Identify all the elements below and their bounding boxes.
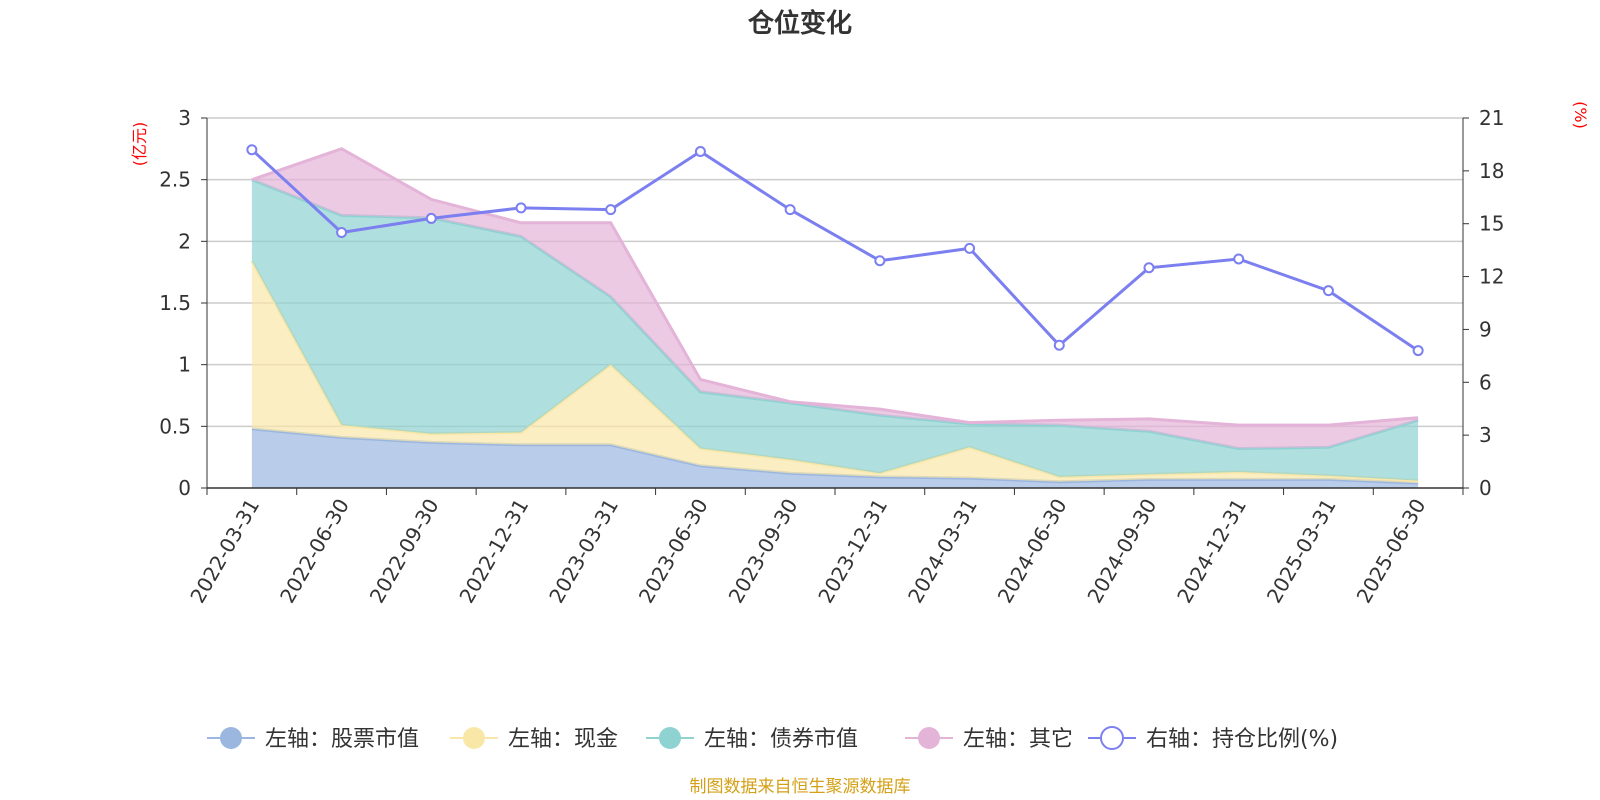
data-source-note: 制图数据来自恒生聚源数据库 bbox=[690, 777, 911, 797]
legend-marker bbox=[659, 727, 681, 749]
area-左轴：股票市值 bbox=[251, 428, 1419, 488]
area-左轴：债券市值 bbox=[251, 179, 1419, 481]
right-axis-tick-label: 21 bbox=[1479, 106, 1504, 130]
x-axis-tick-label: 2022-12-31 bbox=[454, 495, 533, 608]
left-axis-tick-label: 0 bbox=[178, 476, 191, 500]
right-axis-tick-label: 0 bbox=[1479, 476, 1492, 500]
holding-ratio-line bbox=[250, 148, 1419, 352]
holding-ratio-point bbox=[784, 204, 796, 216]
legend-marker bbox=[918, 727, 940, 749]
right-axis-tick-label: 12 bbox=[1479, 265, 1504, 289]
legend-marker bbox=[1100, 726, 1124, 750]
line-series bbox=[246, 144, 1424, 357]
holding-ratio-point bbox=[336, 227, 348, 239]
left-axis-tick-label: 3 bbox=[178, 106, 191, 130]
legend: 左轴：股票市值 左轴：现金 左轴：债券市值 左轴：其它 右轴：持仓比例(%) bbox=[207, 726, 1338, 752]
area-series bbox=[250, 147, 1419, 488]
x-axis-tick-label: 2024-12-31 bbox=[1172, 495, 1251, 608]
legend-label: 左轴：其它 bbox=[963, 727, 1073, 752]
holding-ratio-point bbox=[1412, 345, 1424, 357]
x-axis-tick-label: 2023-12-31 bbox=[813, 495, 892, 608]
holding-ratio-point bbox=[246, 144, 258, 156]
legend-label: 右轴：持仓比例(%) bbox=[1146, 727, 1338, 752]
left-axis-tick-label: 2 bbox=[178, 229, 191, 253]
left-axis-tick-label: 1.5 bbox=[159, 291, 191, 315]
x-axis-tick-label: 2022-09-30 bbox=[365, 495, 444, 608]
x-axis-tick-label: 2023-06-30 bbox=[634, 495, 713, 608]
legend-label: 左轴：债券市值 bbox=[704, 727, 858, 752]
right-axis-tick-label: 9 bbox=[1479, 317, 1492, 341]
legend-label: 左轴：现金 bbox=[508, 727, 618, 752]
holding-ratio-point bbox=[425, 212, 437, 224]
x-axis-tick-label: 2025-03-31 bbox=[1262, 495, 1341, 608]
holding-ratio-point bbox=[1053, 339, 1065, 351]
right-axis-tick-label: 6 bbox=[1479, 370, 1492, 394]
chart-title: 仓位变化 bbox=[747, 8, 852, 39]
x-axis-tick-label: 2024-09-30 bbox=[1082, 495, 1161, 608]
left-axis-tick-label: 0.5 bbox=[159, 414, 191, 438]
right-axis-tick-label: 18 bbox=[1479, 159, 1504, 183]
legend-label: 左轴：股票市值 bbox=[265, 727, 419, 752]
holding-ratio-point bbox=[874, 255, 886, 267]
left-axis-tick-label: 2.5 bbox=[159, 168, 191, 192]
x-axis-tick-label: 2023-03-31 bbox=[544, 495, 623, 608]
right-axis-unit: (%) bbox=[1571, 101, 1590, 129]
legend-marker bbox=[220, 727, 242, 749]
holding-ratio-point bbox=[694, 145, 706, 157]
x-axis-tick-label: 2024-03-31 bbox=[903, 495, 982, 608]
x-axis-tick-label: 2025-06-30 bbox=[1352, 495, 1431, 608]
right-axis-tick-label: 15 bbox=[1479, 212, 1504, 236]
right-axis-tick-label: 3 bbox=[1479, 423, 1492, 447]
holding-ratio-point bbox=[1143, 262, 1155, 274]
legend-marker bbox=[463, 727, 485, 749]
holding-ratio-point bbox=[515, 202, 527, 214]
x-axis-tick-label: 2023-09-30 bbox=[724, 495, 803, 608]
x-axis-tick-label: 2024-06-30 bbox=[993, 495, 1072, 608]
holding-ratio-point bbox=[605, 204, 617, 216]
left-axis-tick-label: 1 bbox=[178, 353, 191, 377]
holding-ratio-point bbox=[1233, 253, 1245, 265]
left-axis-unit: (亿元) bbox=[130, 122, 149, 167]
area-左轴：现金 bbox=[251, 261, 1419, 484]
x-axis-tick-label: 2022-06-30 bbox=[275, 495, 354, 608]
holding-ratio-point bbox=[1322, 285, 1334, 297]
x-axis-tick-label: 2022-03-31 bbox=[185, 495, 264, 608]
holding-ratio-point bbox=[964, 242, 976, 254]
area-edge-左轴：其它 bbox=[251, 147, 1419, 427]
